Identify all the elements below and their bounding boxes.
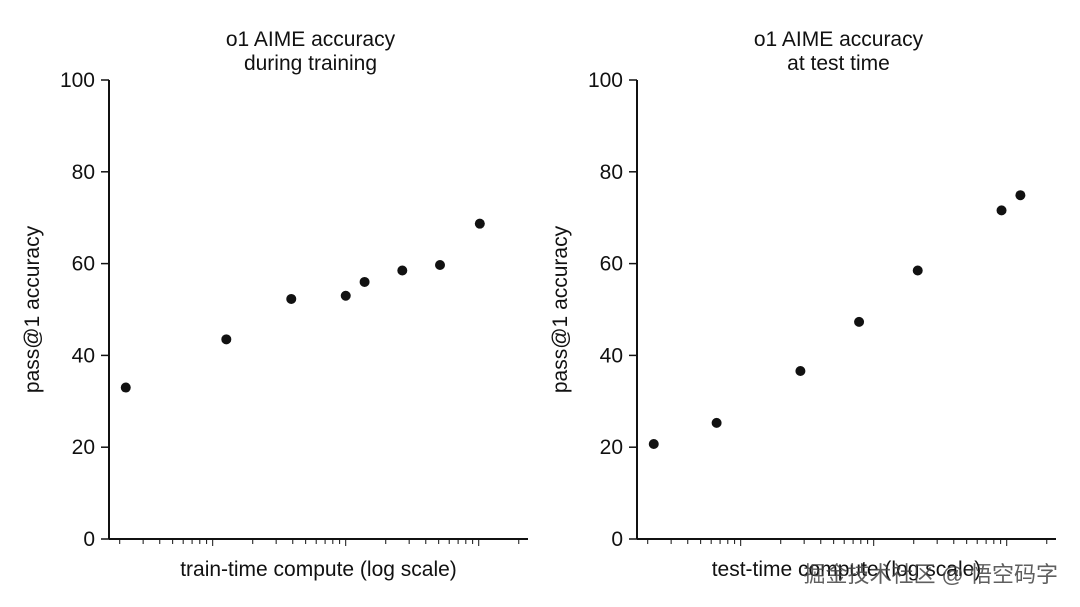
- y-tick-label: 80: [72, 161, 95, 184]
- y-tick-label: 40: [72, 344, 95, 367]
- data-point: [435, 259, 446, 270]
- data-point: [397, 265, 408, 276]
- x-axis-label: test-time compute (log scale): [712, 558, 982, 581]
- data-point: [711, 417, 722, 428]
- chart-title-line: o1 AIME accuracy: [226, 28, 396, 51]
- data-point: [854, 316, 865, 327]
- data-point: [120, 382, 131, 393]
- data-point: [1015, 190, 1026, 201]
- y-tick-label: 60: [600, 253, 623, 276]
- data-point: [359, 276, 370, 287]
- data-point: [648, 438, 659, 449]
- data-point: [340, 290, 351, 301]
- y-tick-label: 20: [600, 436, 623, 459]
- chart-title-line: o1 AIME accuracy: [754, 28, 924, 51]
- x-axis-label: train-time compute (log scale): [180, 558, 457, 581]
- data-point: [474, 218, 485, 229]
- y-axis-label: pass@1 accuracy: [549, 225, 572, 393]
- data-point: [286, 293, 297, 304]
- y-tick-label: 60: [72, 253, 95, 276]
- y-tick-label: 100: [60, 69, 95, 92]
- chart-title-line: at test time: [787, 52, 890, 75]
- y-tick-label: 100: [588, 69, 623, 92]
- watermark: 掘金技术社区 @ 悟空码字: [803, 562, 1058, 587]
- data-point: [795, 366, 806, 377]
- y-tick-label: 0: [83, 528, 95, 551]
- y-tick-label: 80: [600, 161, 623, 184]
- y-tick-label: 40: [600, 344, 623, 367]
- chart-title-line: during training: [244, 52, 377, 75]
- data-point: [221, 334, 232, 345]
- data-point: [996, 205, 1007, 216]
- y-axis-label: pass@1 accuracy: [21, 225, 44, 393]
- y-tick-label: 0: [611, 528, 623, 551]
- data-point: [912, 265, 923, 276]
- y-tick-label: 20: [72, 436, 95, 459]
